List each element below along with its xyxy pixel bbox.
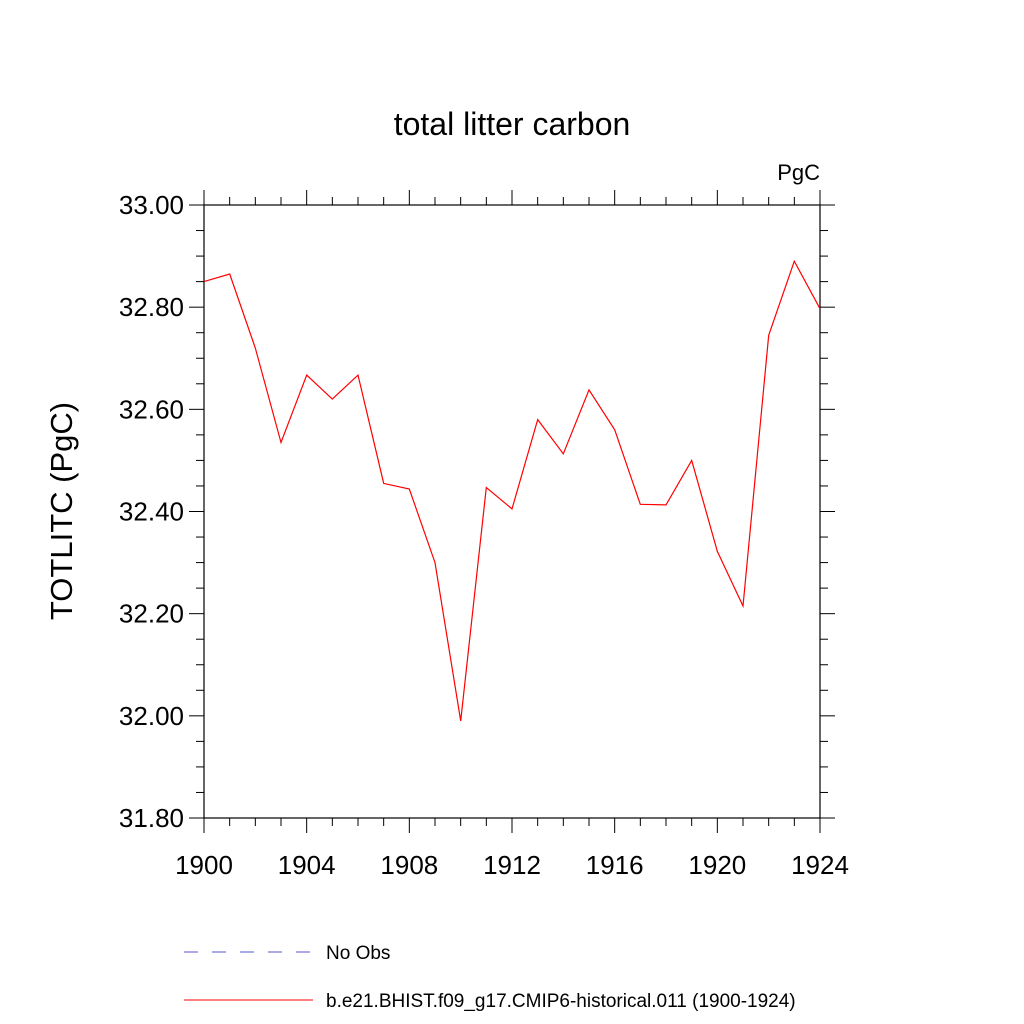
legend-label: No Obs: [326, 943, 390, 964]
units-label: PgC: [777, 160, 820, 185]
y-tick-label: 32.40: [119, 497, 184, 527]
axes: 31.80 32.00 32.20 32.40 32.60 32.80 33.00 1900 1…: [119, 190, 849, 880]
x-tick-label: 1924: [791, 850, 849, 880]
y-tick-label: 32.00: [119, 701, 184, 731]
x-tick-label: 1912: [483, 850, 541, 880]
y-tick-label: 31.80: [119, 803, 184, 833]
y-tick-label: 32.20: [119, 599, 184, 629]
series-lines: [203, 259, 821, 721]
x-tick-label: 1904: [278, 850, 336, 880]
y-tick-label: 32.80: [119, 292, 184, 322]
x-tick-label: 1900: [175, 850, 233, 880]
series-line: [203, 259, 821, 721]
chart-title: total litter carbon: [394, 106, 631, 142]
y-tick-label: 32.60: [119, 394, 184, 424]
plot-frame: [203, 204, 821, 819]
legend-label: b.e21.BHIST.f09_g17.CMIP6-historical.011…: [326, 991, 796, 1012]
y-axis-label: TOTLITC (PgC): [44, 402, 79, 620]
x-tick-label: 1920: [688, 850, 746, 880]
y-tick-label: 33.00: [119, 190, 184, 220]
legend: No Obs b.e21.BHIST.f09_g17.CMIP6-historic…: [184, 943, 796, 1012]
x-tick-label: 1908: [380, 850, 438, 880]
x-tick-label: 1916: [586, 850, 644, 880]
